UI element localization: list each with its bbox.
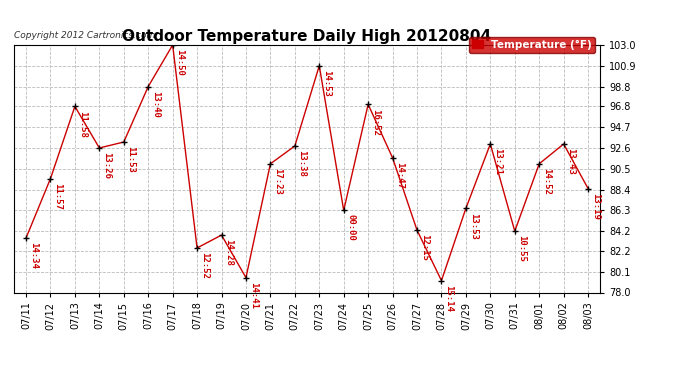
Text: 10:55: 10:55 (518, 235, 526, 262)
Text: 13:38: 13:38 (297, 150, 306, 177)
Text: 13:21: 13:21 (493, 148, 502, 175)
Legend: Temperature (°F): Temperature (°F) (469, 37, 595, 53)
Text: 15:14: 15:14 (444, 285, 453, 312)
Text: 12:15: 12:15 (420, 234, 428, 261)
Text: 12:52: 12:52 (200, 252, 209, 279)
Text: 13:19: 13:19 (591, 193, 600, 220)
Text: 13:53: 13:53 (469, 213, 477, 239)
Text: 14:41: 14:41 (248, 282, 258, 309)
Text: 14:28: 14:28 (224, 239, 233, 266)
Text: 14:47: 14:47 (395, 162, 404, 189)
Text: 11:58: 11:58 (78, 111, 87, 137)
Text: 14:52: 14:52 (542, 168, 551, 195)
Text: 16:52: 16:52 (371, 109, 380, 135)
Title: Outdoor Temperature Daily High 20120804: Outdoor Temperature Daily High 20120804 (123, 29, 491, 44)
Text: 13:43: 13:43 (566, 148, 575, 175)
Text: 13:40: 13:40 (151, 91, 160, 118)
Text: Copyright 2012 Cartronics.com: Copyright 2012 Cartronics.com (14, 32, 155, 40)
Text: 11:53: 11:53 (126, 146, 135, 173)
Text: 14:53: 14:53 (322, 70, 331, 97)
Text: 11:57: 11:57 (53, 183, 62, 210)
Text: 14:50: 14:50 (175, 49, 184, 76)
Text: 14:34: 14:34 (29, 242, 38, 269)
Text: 00:00: 00:00 (346, 214, 355, 242)
Text: 13:26: 13:26 (102, 152, 111, 179)
Text: 17:23: 17:23 (273, 168, 282, 195)
